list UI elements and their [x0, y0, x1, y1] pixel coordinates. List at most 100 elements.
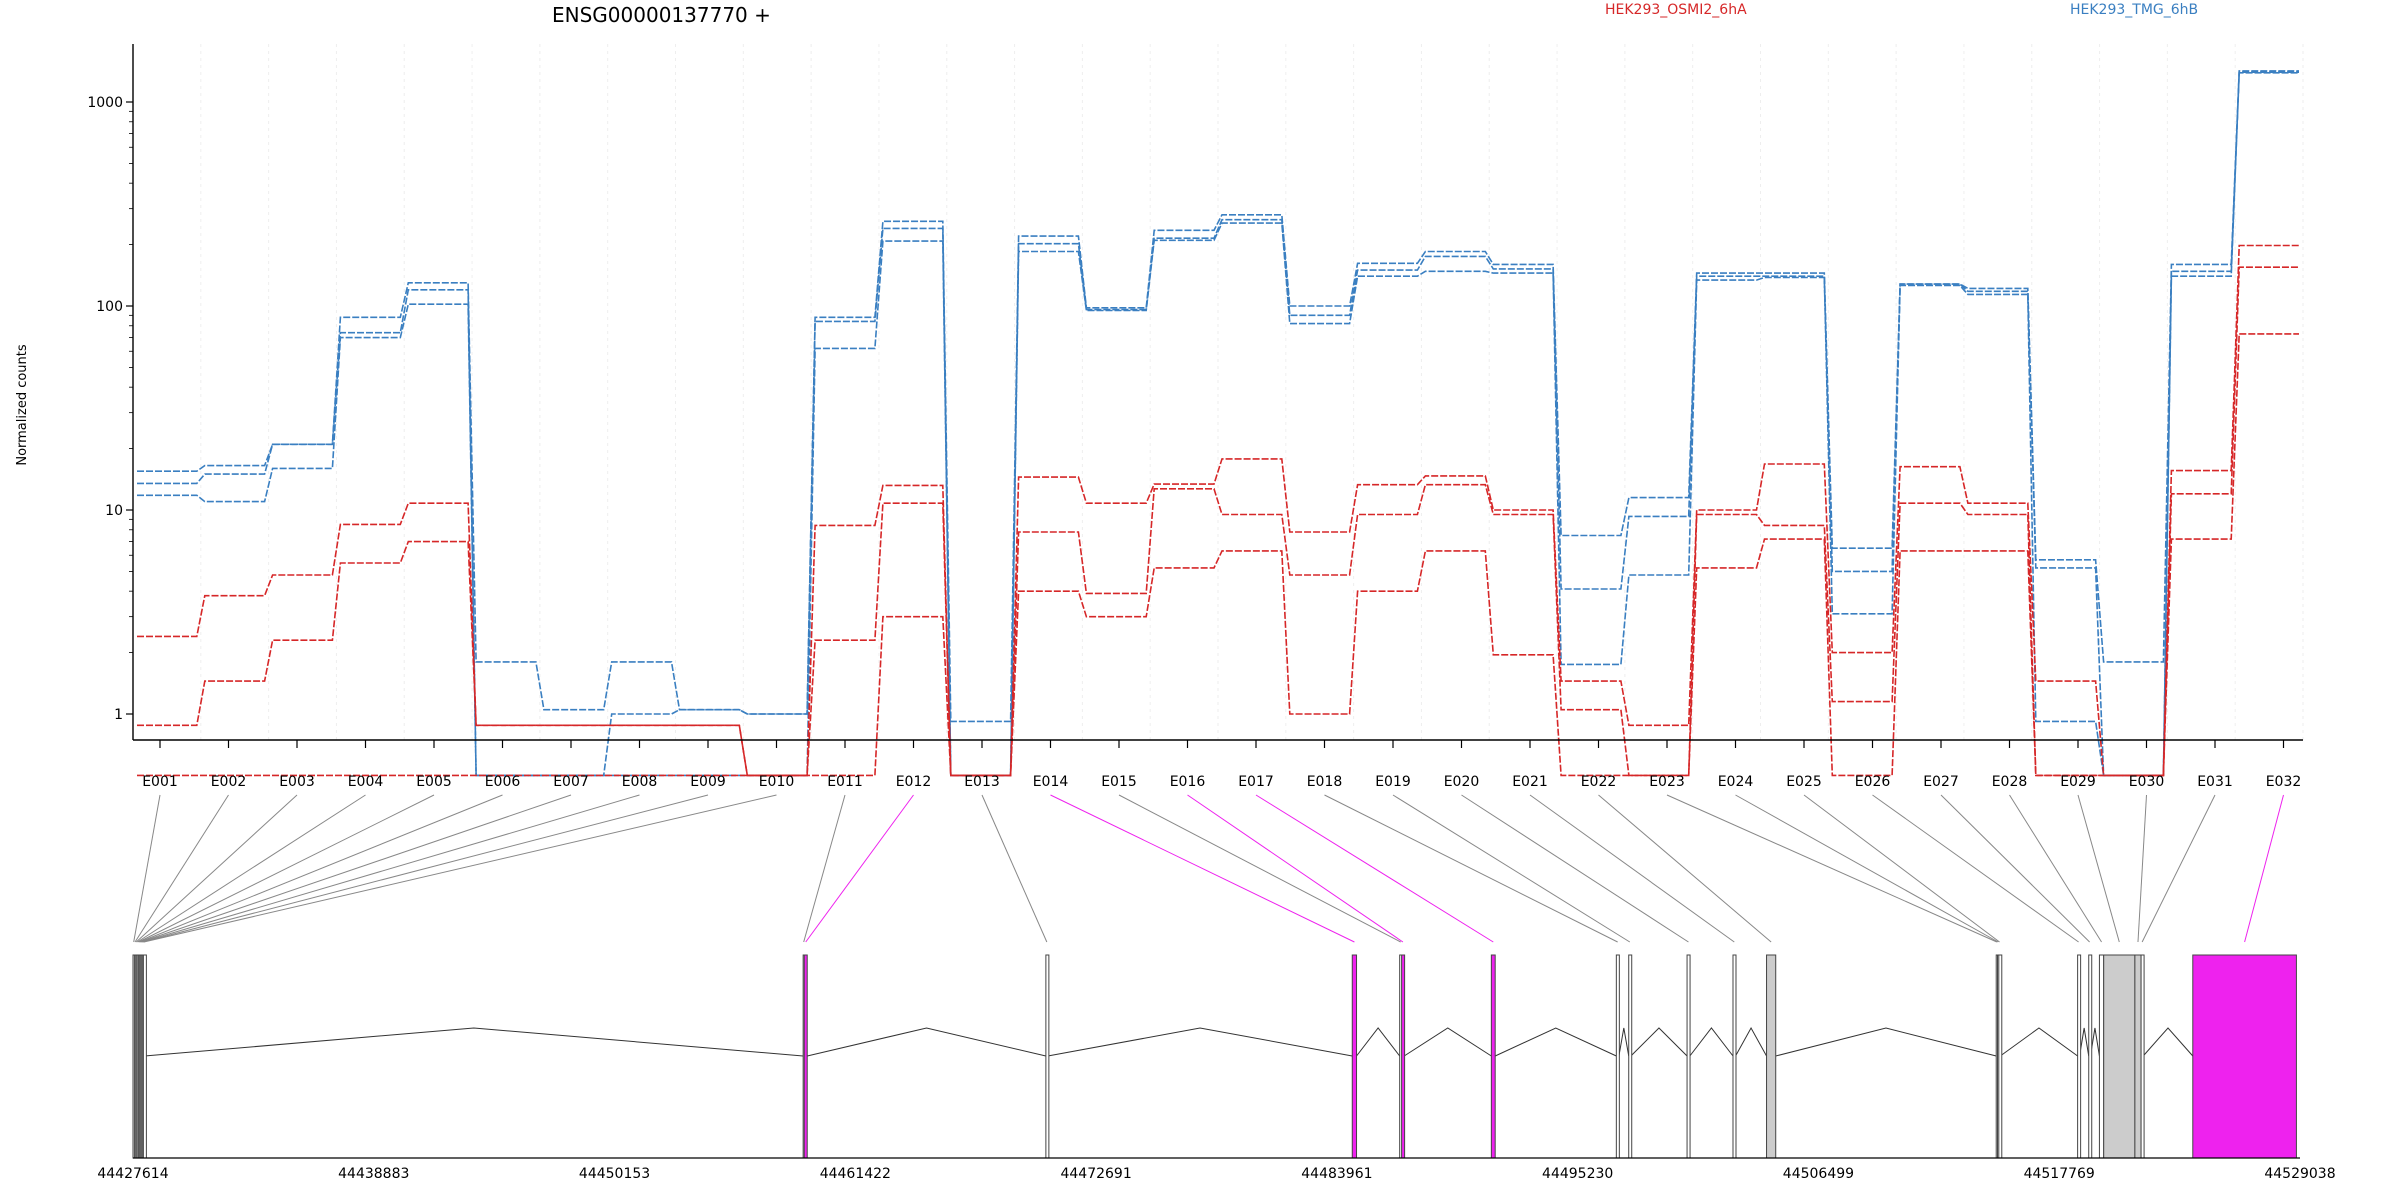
y-tick-label: 1000 — [87, 95, 123, 111]
intron-line — [807, 1027, 1046, 1057]
legend-label-osmi2: HEK293_OSMI2_6hA — [1605, 2, 1747, 18]
legend-label-tmg: HEK293_TMG_6hB — [2070, 2, 2198, 18]
x-tick-label: E014 — [1033, 774, 1069, 790]
intron-line — [1618, 1027, 1630, 1057]
genomic-coordinate-label: 44427614 — [97, 1166, 168, 1182]
x-tick-label: E029 — [2060, 774, 2096, 790]
x-tick-label: E004 — [348, 774, 384, 790]
exon-connector — [1392, 794, 1631, 943]
x-tick-label: E023 — [1649, 774, 1685, 790]
y-axis-label: Normalized counts — [15, 344, 30, 466]
exon-connectors — [133, 794, 2284, 943]
exon-box-e013 — [1045, 954, 1050, 1159]
x-tick-label: E028 — [1992, 774, 2028, 790]
genomic-coordinate-label: 44450153 — [579, 1166, 650, 1182]
exon-connector — [1529, 794, 1735, 943]
intron-line — [1999, 1027, 2078, 1057]
exon-connector — [137, 794, 366, 943]
exon-connector — [1255, 794, 1494, 943]
x-tick-label: E012 — [896, 774, 932, 790]
x-tick-label: E007 — [553, 774, 589, 790]
x-tick-label: E011 — [827, 774, 863, 790]
intron-line — [1356, 1027, 1401, 1057]
x-tick-label: E025 — [1786, 774, 1822, 790]
genomic-coordinate-label: 44495230 — [1542, 1166, 1613, 1182]
intron-line — [1775, 1027, 1997, 1057]
exon-box-e016 — [1401, 954, 1406, 1159]
exon-box-e014 — [1351, 954, 1358, 1159]
exon-connector — [134, 794, 229, 943]
gene-model: 44427614 44438883 44450153 44461422 44472691… — [97, 954, 2336, 1182]
x-tick-label: E032 — [2266, 774, 2302, 790]
exon-box-e017 — [1490, 954, 1496, 1159]
intron-line — [144, 1027, 804, 1057]
series-line-5 — [137, 266, 2299, 777]
genomic-coordinate-label: 44461422 — [820, 1166, 891, 1182]
intron-line — [1047, 1027, 1353, 1057]
x-tick-label: E001 — [142, 774, 178, 790]
exon-connector — [1118, 794, 1401, 943]
exon-connector — [1940, 794, 2090, 943]
x-tick-label: E008 — [622, 774, 658, 790]
x-tick-label: E026 — [1855, 774, 1891, 790]
x-tick-label: E015 — [1101, 774, 1137, 790]
exon-connector — [2244, 794, 2284, 943]
genomic-coordinate-label: 44506499 — [1783, 1166, 1854, 1182]
x-tick-label: E027 — [1923, 774, 1959, 790]
genomic-coordinate-label: 44472691 — [1060, 1166, 1131, 1182]
exon-connector — [1050, 794, 1355, 943]
x-tick-label: E003 — [279, 774, 315, 790]
exon-box-e031 — [2140, 954, 2145, 1159]
genomic-coordinate-label: 44529038 — [2264, 1166, 2335, 1182]
exon-box-e020 — [1686, 954, 1691, 1159]
exon-box-e012 — [803, 954, 808, 1159]
exon-connector — [142, 794, 709, 943]
exon-connector — [140, 794, 572, 943]
genomic-coordinate-label: 44517769 — [2024, 1166, 2095, 1182]
x-tick-label: E024 — [1718, 774, 1754, 790]
exon-connector — [2077, 794, 2120, 943]
exon-box-e010 — [142, 954, 147, 1159]
x-tick-label: E019 — [1375, 774, 1411, 790]
x-tick-label: E020 — [1444, 774, 1480, 790]
exon-box-e026 — [2077, 954, 2082, 1159]
genomic-coordinate-label: 44483961 — [1301, 1166, 1372, 1182]
series-line-6 — [137, 333, 2299, 777]
x-tick-label: E030 — [2129, 774, 2165, 790]
exon-connector — [803, 794, 846, 943]
exon-connector — [1461, 794, 1689, 943]
x-tick-label: E002 — [211, 774, 247, 790]
intron-line — [1689, 1027, 1734, 1057]
series-lines — [137, 70, 2299, 777]
x-tick-label: E021 — [1512, 774, 1548, 790]
exon-connector — [139, 794, 503, 943]
exon-connector — [2141, 794, 2216, 943]
intron-line — [2142, 1027, 2194, 1057]
x-tick-label: E017 — [1238, 774, 1274, 790]
axes: 1000 100 10 1 E001 E002 E003 E004 E005 E006 E007 E0… — [87, 44, 2303, 790]
exon-box-e032 — [2192, 954, 2297, 1159]
genomic-coordinate-label: 44438883 — [338, 1166, 409, 1182]
exon-box-e022 — [1766, 954, 1777, 1159]
x-tick-label: E010 — [759, 774, 795, 790]
x-tick-label: E031 — [2197, 774, 2233, 790]
exon-connector — [1803, 794, 2000, 943]
x-tick-label: E013 — [964, 774, 1000, 790]
exon-connector — [1666, 794, 1998, 943]
exon-box-e018 — [1615, 954, 1620, 1159]
exon-connector — [1598, 794, 1772, 943]
exon-connector — [2009, 794, 2102, 943]
exon-box-e030 — [2134, 954, 2142, 1159]
chart-title: ENSG00000137770 + — [552, 3, 771, 27]
x-tick-label: E022 — [1581, 774, 1617, 790]
y-tick-label: 10 — [105, 503, 123, 519]
exon-box-e021 — [1732, 954, 1737, 1159]
exon-connector — [143, 794, 777, 943]
grid-lines — [132, 44, 2304, 740]
exon-box-e025 — [1998, 954, 2003, 1159]
exon-box-e029 — [2103, 954, 2136, 1159]
exon-connector — [141, 794, 640, 943]
exon-connector — [135, 794, 298, 943]
exon-connector — [1324, 794, 1618, 943]
